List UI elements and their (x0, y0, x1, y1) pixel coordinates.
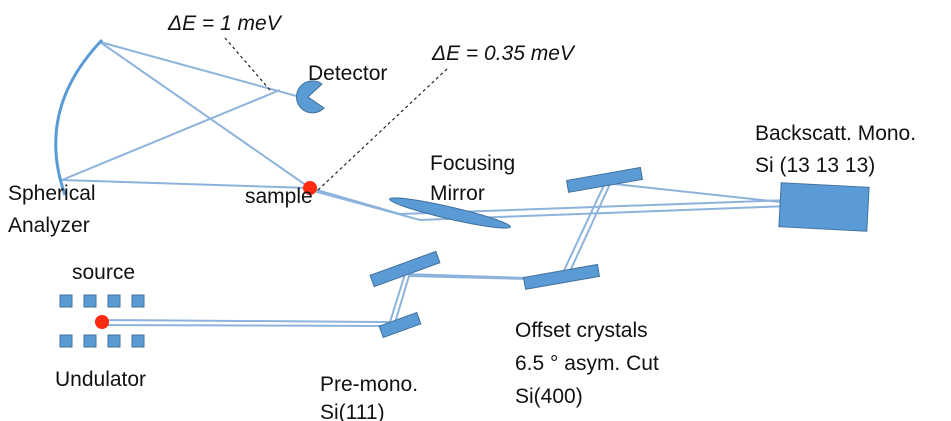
source-dot (95, 315, 109, 329)
label: Offset crystals (515, 319, 648, 342)
label: Analyzer (8, 214, 90, 237)
label: Si(400) (515, 385, 583, 408)
label: source (72, 261, 135, 284)
label: 6.5 ° asym. Cut (515, 352, 659, 375)
mirror-beam (309, 187, 791, 222)
analyzer-beams (61, 41, 311, 189)
beams (61, 41, 791, 328)
backscatt-mono (778, 182, 870, 232)
detector (296, 80, 325, 114)
label: Backscatt. Mono. (755, 122, 916, 145)
label: Detector (308, 62, 387, 85)
pre-mono-crystal (378, 311, 422, 339)
label: Spherical (8, 182, 96, 205)
source-beam (99, 181, 791, 328)
offset-crystal (565, 166, 644, 193)
focusing-mirror (389, 197, 511, 229)
label: ΔE = 0.35 meV (431, 42, 576, 65)
label: ΔE = 1 meV (167, 12, 283, 35)
undulator (59, 294, 145, 348)
label: Pre-mono. (320, 373, 418, 396)
spherical-analyzer (54, 38, 104, 196)
pointer (224, 37, 449, 191)
label: Focusing (430, 152, 515, 175)
offset-crystal (522, 263, 601, 290)
label: Undulator (55, 368, 146, 391)
sample-dot (303, 181, 317, 195)
label: Si (13 13 13) (755, 154, 875, 177)
label: Mirror (430, 182, 485, 205)
label: sample (245, 185, 313, 208)
label: Si(111) (320, 401, 385, 421)
pre-mono-crystal (369, 250, 441, 288)
